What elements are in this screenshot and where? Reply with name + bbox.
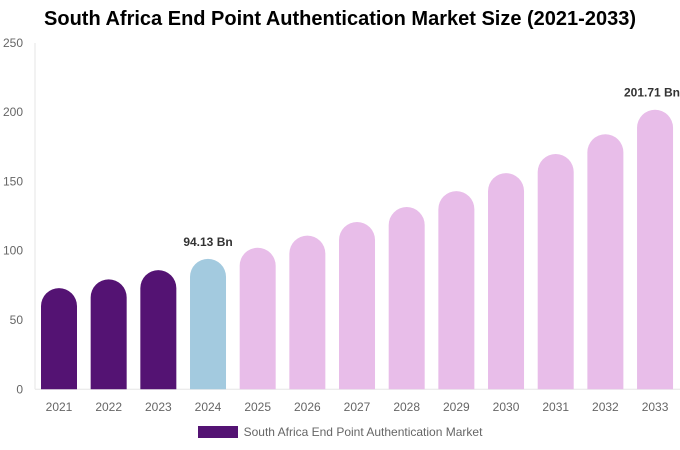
legend: South Africa End Point Authentication Ma… bbox=[0, 425, 680, 439]
y-tick-label: 250 bbox=[3, 36, 23, 50]
x-tick-label: 2029 bbox=[443, 400, 470, 414]
bar-2033 bbox=[637, 109, 674, 390]
x-tick-label: 2026 bbox=[294, 400, 321, 414]
x-tick-label: 2030 bbox=[493, 400, 520, 414]
y-tick-label: 200 bbox=[3, 105, 23, 119]
x-tick-label: 2028 bbox=[393, 400, 420, 414]
x-tick-label: 2025 bbox=[244, 400, 271, 414]
y-tick-label: 50 bbox=[10, 313, 24, 327]
bar-2028 bbox=[388, 207, 425, 390]
x-tick-label: 2024 bbox=[195, 400, 222, 414]
y-tick-label: 150 bbox=[3, 174, 23, 188]
x-tick-label: 2027 bbox=[344, 400, 371, 414]
data-label: 94.13 Bn bbox=[183, 235, 232, 249]
y-tick-label: 0 bbox=[16, 382, 23, 396]
bar-2023 bbox=[140, 270, 177, 390]
legend-swatch bbox=[197, 426, 238, 438]
bar-2030 bbox=[488, 173, 525, 390]
bar-2025 bbox=[239, 247, 276, 390]
x-tick-label: 2023 bbox=[145, 400, 172, 414]
bar-2022 bbox=[90, 279, 127, 390]
legend-label: South Africa End Point Authentication Ma… bbox=[243, 425, 483, 439]
x-tick-label: 2022 bbox=[95, 400, 122, 414]
bar-2032 bbox=[587, 134, 624, 390]
y-tick-label: 100 bbox=[3, 244, 23, 258]
data-label: 201.71 Bn bbox=[624, 86, 680, 100]
bar-2031 bbox=[537, 153, 574, 390]
bar-2027 bbox=[339, 222, 376, 390]
x-tick-label: 2032 bbox=[592, 400, 619, 414]
bar-2026 bbox=[289, 235, 326, 390]
chart-title: South Africa End Point Authentication Ma… bbox=[44, 8, 636, 30]
bar-2021 bbox=[41, 288, 77, 390]
bar-2024 bbox=[190, 258, 227, 390]
bar-2029 bbox=[438, 191, 475, 390]
x-tick-label: 2021 bbox=[46, 400, 73, 414]
x-tick-label: 2033 bbox=[642, 400, 669, 414]
x-tick-label: 2031 bbox=[542, 400, 569, 414]
